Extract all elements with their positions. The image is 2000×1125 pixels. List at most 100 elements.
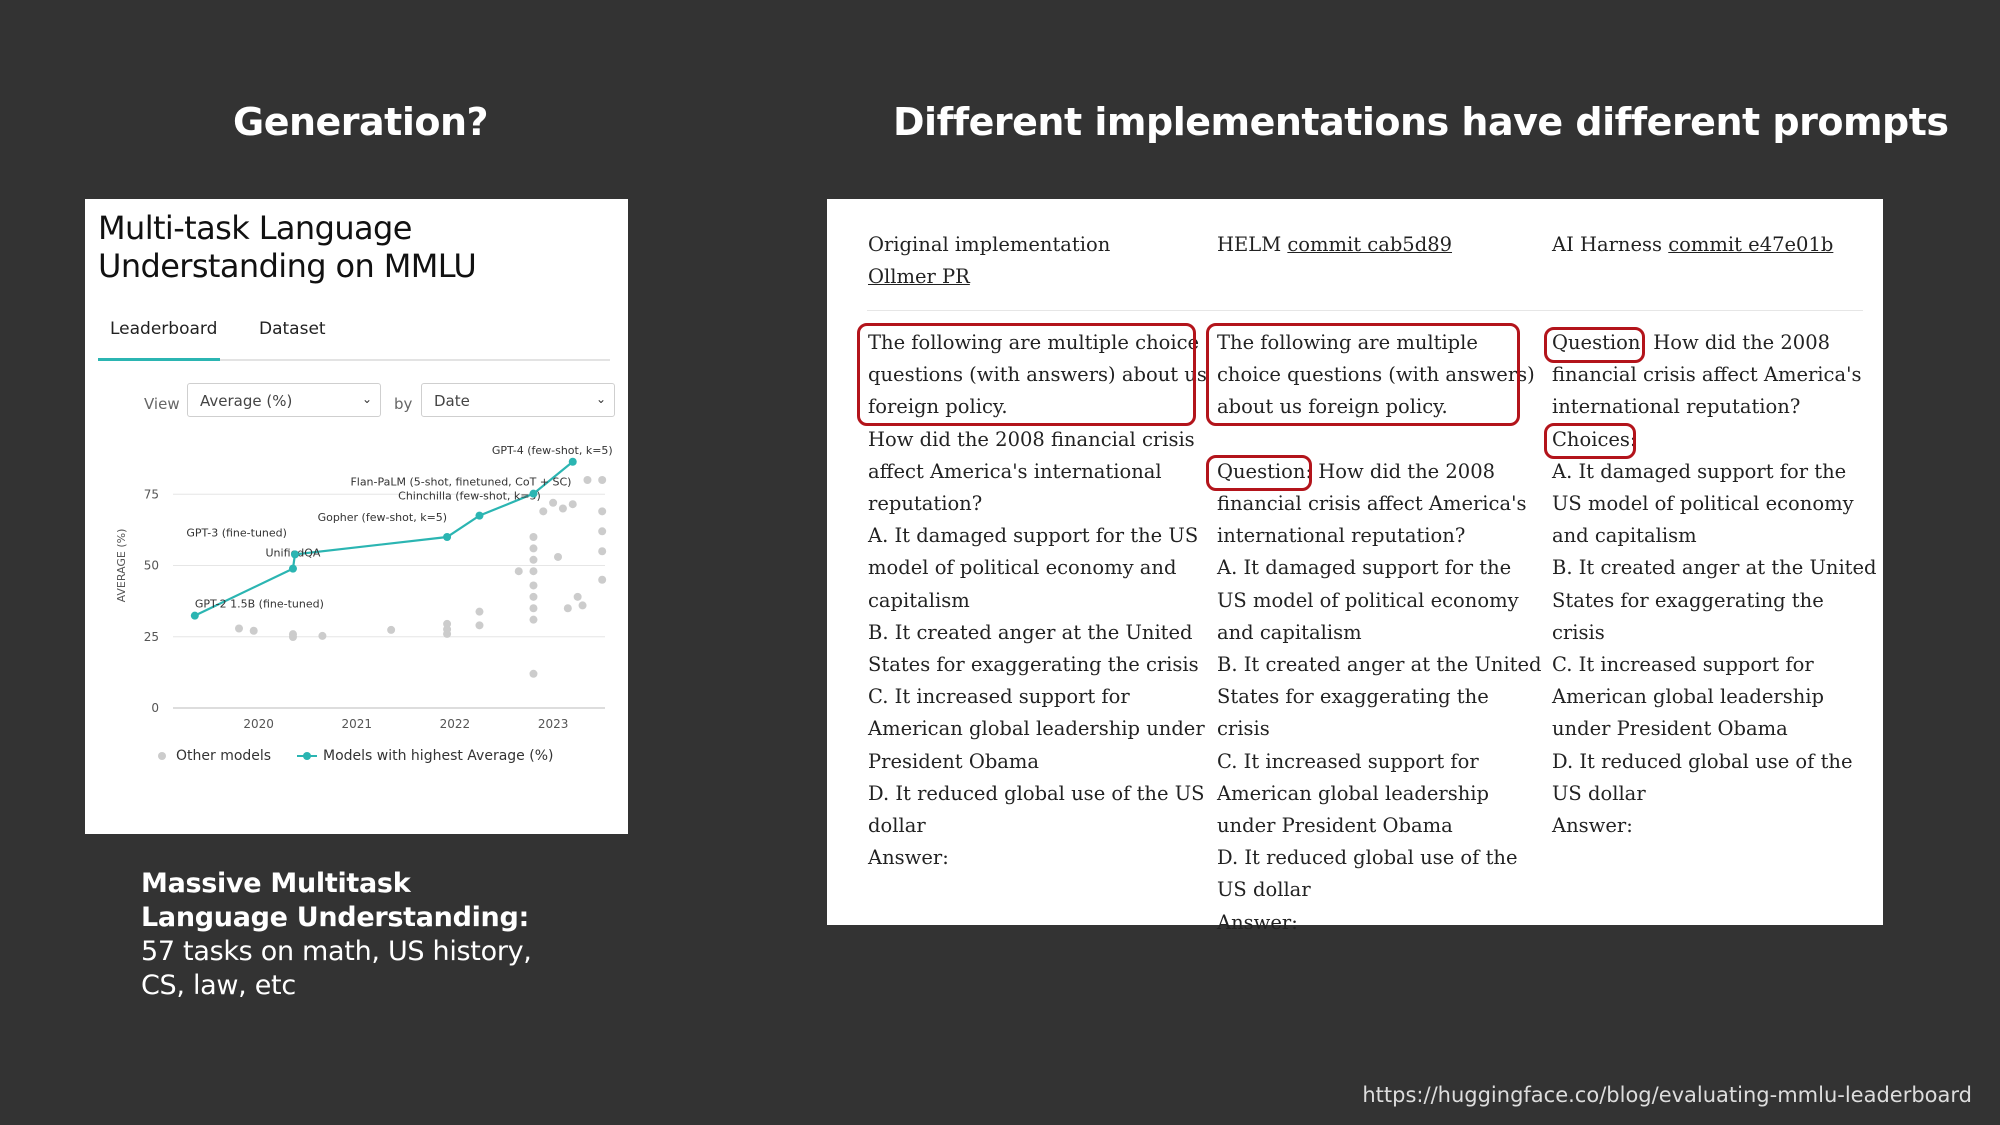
y-tick-label: 75 [144,487,159,501]
prompt-line: C. It increased support for [868,685,1130,709]
prompt-line: President Obama [868,749,1040,773]
column-header-harness: AI Harness commit e47e01b [1552,229,1872,261]
data-label: GPT-2 1.5B (fine-tuned) [195,598,324,611]
best-model-point [443,533,452,541]
other-model-point [568,500,577,509]
y-tick-label: 0 [151,701,159,715]
other-model-point [578,601,587,610]
prompt-line: Answer: [868,846,949,870]
helm-commit-link[interactable]: commit cab5d89 [1287,233,1453,256]
prompt-line: reputation? [868,492,983,516]
data-label: GPT-4 (few-shot, k=5) [492,444,613,457]
best-model-point [568,457,577,466]
leaderboard-title: Multi-task Language Understanding on MML… [98,209,477,285]
caption-bold: Massive Multitask Language Understanding… [141,868,530,933]
left-slide-heading: Generation? [233,100,489,144]
data-label: GPT-3 (fine-tuned) [186,526,287,539]
prompt-line: under President Obama [1217,814,1453,838]
view-label: View [144,395,180,413]
prompt-line: capitalism [868,588,970,612]
view-select[interactable]: Average (%) ⌄ [187,383,381,417]
prompt-line: D. It reduced global use of the [1552,749,1853,773]
prompt-line: American global leadership under [868,717,1205,741]
prompt-line: US model of political economy [1552,492,1854,516]
best-model-point [529,489,538,498]
y-tick-label: 25 [144,630,159,644]
source-url[interactable]: https://huggingface.co/blog/evaluating-m… [1362,1083,1972,1107]
prompt-line: foreign policy. [868,395,1008,419]
other-model-point [234,624,243,633]
prompt-line: international reputation? [1217,524,1466,548]
prompt-line: Question: How did the 2008 [1552,331,1831,354]
sort-by-select[interactable]: Date ⌄ [421,383,615,417]
prompt-line: C. It increased support for [1552,653,1814,677]
other-model-point [529,544,538,553]
prompt-column-harness: Question: How did the 2008 financial cris… [1552,327,1882,842]
best-model-point [190,611,199,620]
prompt-line: C. It increased support for [1217,749,1479,773]
prompt-line: choice questions (with answers) [1217,363,1535,387]
other-model-point [475,607,484,616]
right-slide-heading: Different implementations have different… [893,100,1949,144]
other-model-point [529,555,538,564]
best-model-point [290,550,299,559]
data-label: Gopher (few-shot, k=5) [318,511,448,524]
highlight-box-question-harness [1544,327,1645,363]
header-divider [867,310,1863,311]
highlight-box-instruction-original [857,323,1196,426]
column-header-prefix: Original implementation [868,233,1111,256]
other-model-point [529,581,538,590]
prompt-line: A. It damaged support for the US [868,524,1199,548]
other-model-point [514,567,523,576]
chevron-down-icon: ⌄ [361,392,372,406]
prompt-line: D. It reduced global use of the [1217,846,1518,870]
prompt-line: Choices: [1552,427,1637,451]
legend-label-best: Models with highest Average (%) [323,748,553,764]
legend-marker-other [158,752,166,760]
active-tab-indicator [98,358,220,361]
prompt-line: about us foreign policy. [1217,395,1448,419]
prompt-line: under President Obama [1552,717,1788,741]
tab-dataset[interactable]: Dataset [259,319,326,339]
prompt-line: affect America's international [868,459,1162,483]
prompt-line: and capitalism [1552,524,1697,548]
other-model-point [573,592,582,601]
prompt-line: model of political economy and [868,556,1177,580]
prompt-line: US dollar [1217,878,1311,902]
other-model-point [598,476,607,484]
sort-by-select-value: Date [434,392,470,410]
tab-divider [98,359,610,361]
other-model-point [598,547,607,556]
best-model-point [475,511,484,520]
other-model-point [288,633,297,642]
other-model-point [598,507,607,516]
other-model-point [387,625,396,634]
prompt-line: Question: How did the 2008 [1217,459,1496,483]
column-header-prefix: HELM [1217,233,1288,256]
x-tick-label: 2020 [243,717,274,731]
x-tick-label: 2022 [440,717,471,731]
view-select-value: Average (%) [200,392,293,410]
other-model-point [529,592,538,601]
prompt-line: international reputation? [1552,395,1801,419]
ollmer-pr-link[interactable]: Ollmer PR [868,265,970,288]
other-model-point [529,615,538,624]
prompt-line: States for exaggerating the crisis [1552,588,1824,644]
data-label: Flan-PaLM (5-shot, finetuned, CoT + SC) [350,476,571,489]
prompt-line: and capitalism [1217,620,1362,644]
column-header-helm: HELM commit cab5d89 [1217,229,1537,261]
mmlu-caption: Massive Multitask Language Understanding… [141,867,561,1003]
chevron-down-icon: ⌄ [595,392,606,406]
prompt-line: States for exaggerating the crisis [868,653,1199,677]
harness-commit-link[interactable]: commit e47e01b [1668,233,1834,256]
other-model-point [529,533,538,541]
other-model-point [443,629,452,638]
tab-leaderboard[interactable]: Leaderboard [110,319,218,339]
other-model-point [529,604,538,613]
prompt-line: US model of political economy [1217,588,1519,612]
column-header-prefix: AI Harness [1552,233,1669,256]
by-label: by [394,395,413,413]
mmlu-leaderboard-card: Multi-task Language Understanding on MML… [85,199,628,834]
best-model-point [288,564,297,573]
legend-marker-best-dot [303,752,311,760]
